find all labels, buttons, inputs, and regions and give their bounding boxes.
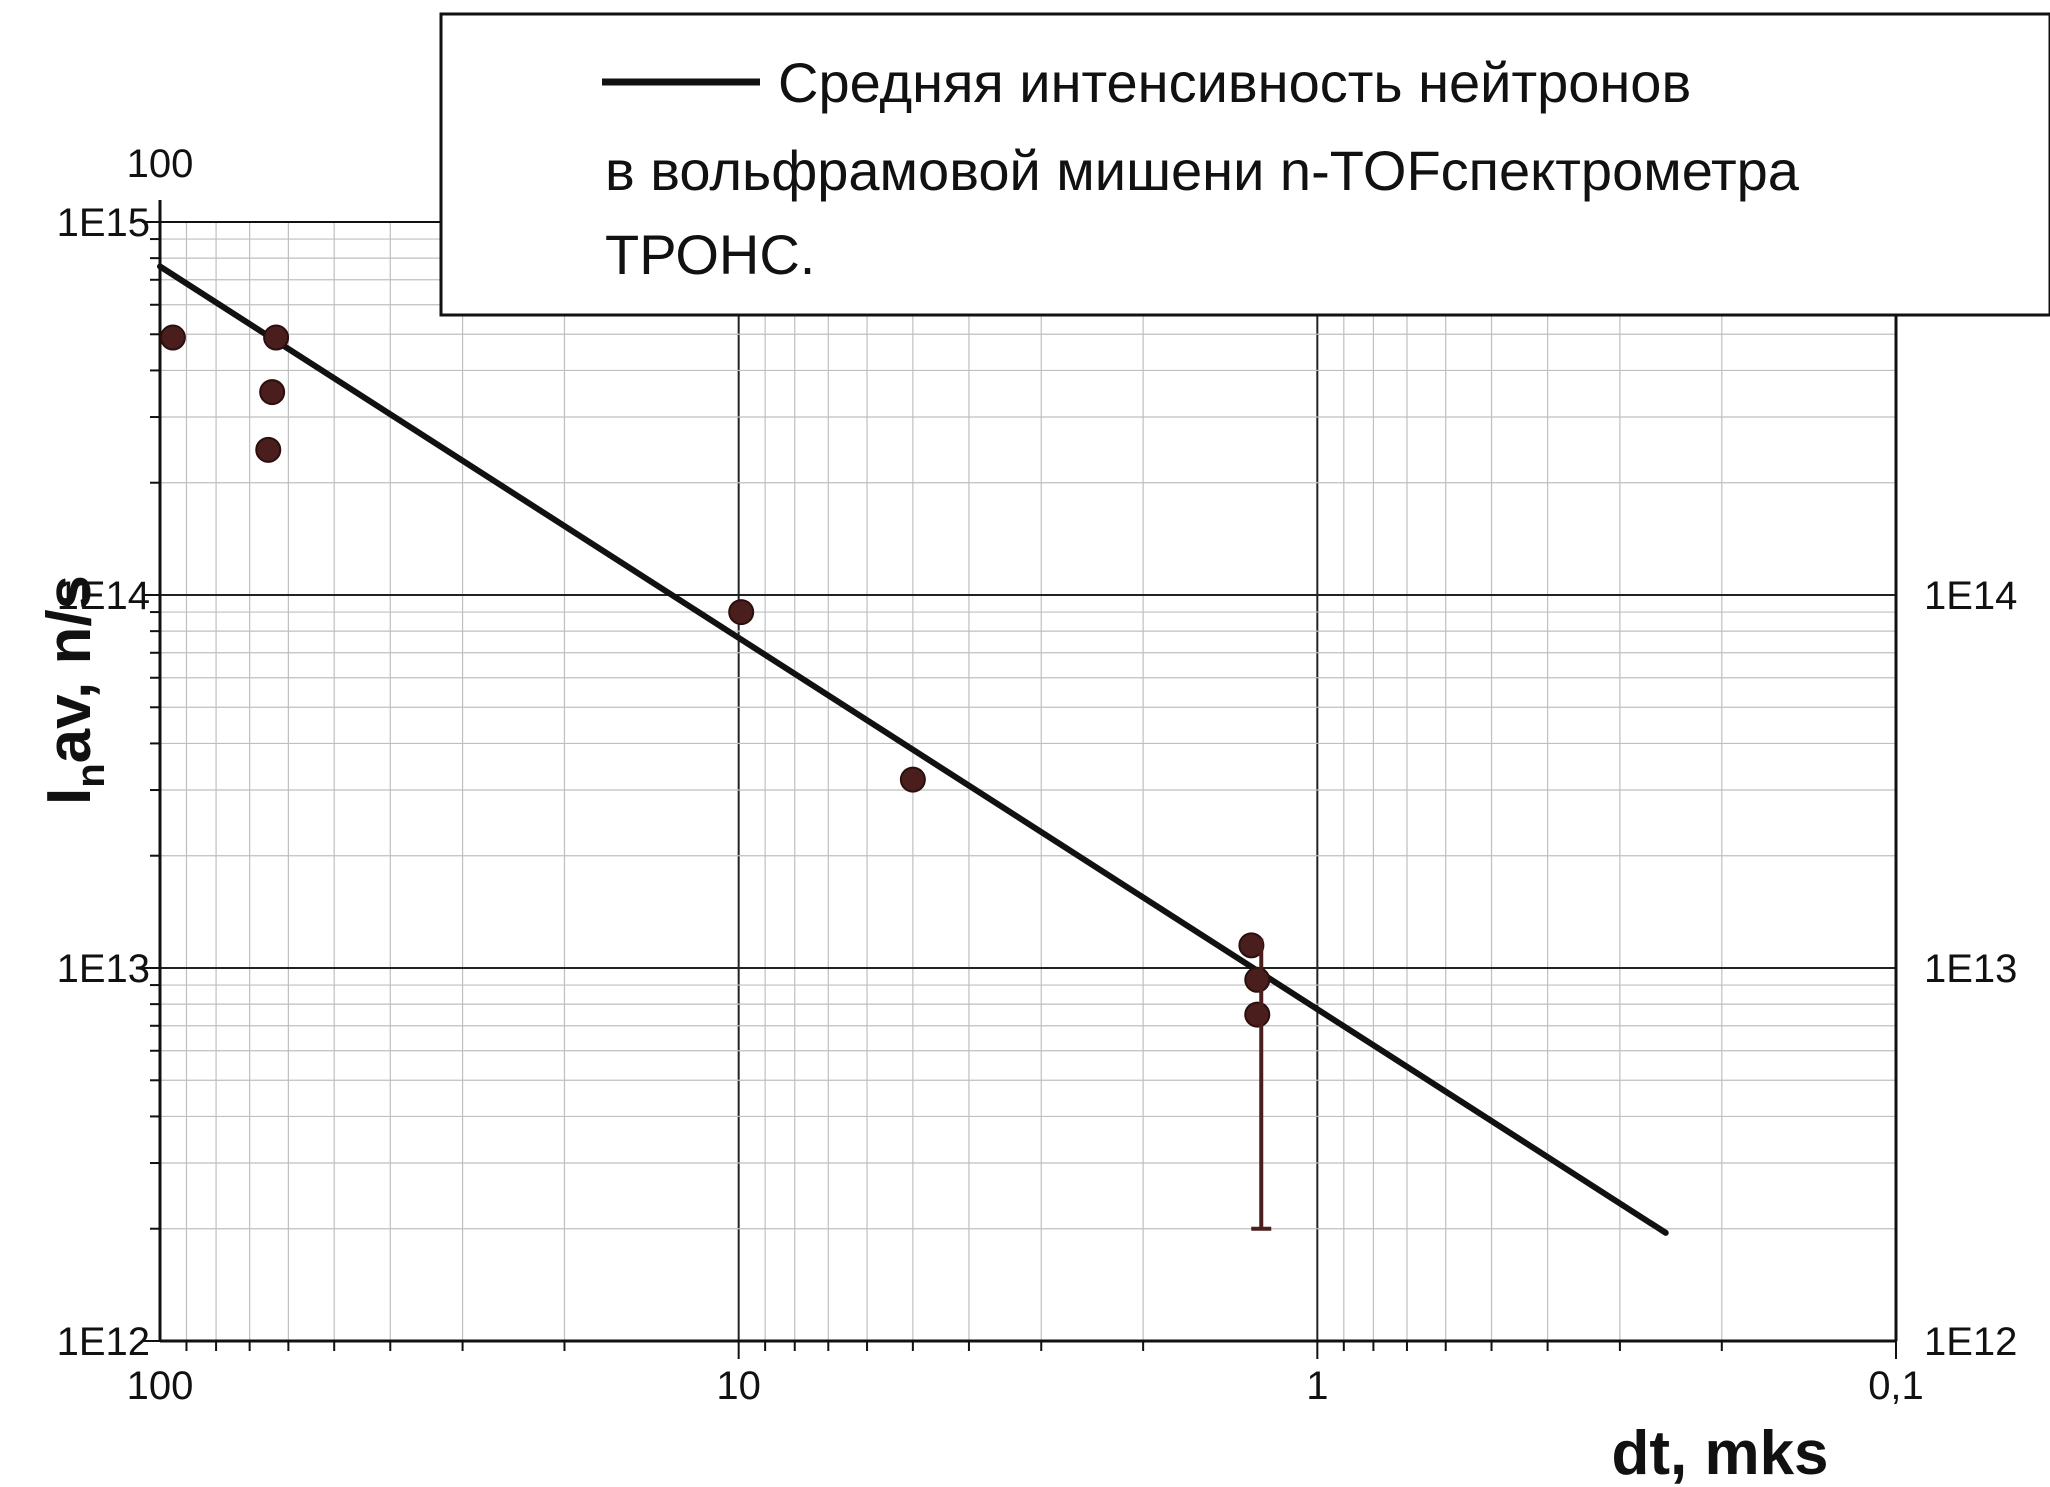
- y-axis-title-rest: av, n/s: [35, 575, 104, 763]
- legend-text-line-3: ТРОНС.: [605, 223, 815, 286]
- y-tick-label-right: 1E13: [1924, 947, 2017, 991]
- y-tick-label-right: 1E14: [1924, 574, 2017, 618]
- y-tick-label-left: 1E14: [57, 574, 150, 618]
- x-tick-label: 10: [716, 1364, 761, 1408]
- x-tick-label: 0,1: [1868, 1364, 1924, 1408]
- x-tick-label: 100: [127, 1364, 194, 1408]
- data-point: [728, 599, 755, 626]
- trend-line: [157, 263, 1669, 1236]
- data-point: [1244, 1001, 1271, 1028]
- y-axis-title-main: I: [35, 788, 104, 805]
- data-point: [899, 766, 926, 793]
- data-point: [255, 436, 282, 463]
- grid: [160, 222, 1897, 1342]
- y-axis-title: Inav, n/s: [35, 575, 113, 805]
- data-point: [159, 324, 186, 351]
- x-axis-title: dt, mks: [1611, 1419, 1828, 1487]
- y-axis-title-sub: n: [69, 763, 113, 787]
- x-tick-label: 1: [1306, 1364, 1328, 1408]
- tick-labels: 100 10 1 0,1 1E15 1E14 1E13 1E12 1E14 1E13 1E12: [57, 201, 2018, 1408]
- y-tick-label-right: 1E12: [1924, 1320, 2017, 1364]
- axes: [142, 200, 1898, 1359]
- legend-text-line-2: в вольфрамовой мишени n-TOFспектрометра: [605, 139, 1800, 202]
- data-point: [259, 379, 286, 406]
- svg-text:Inav, n/s: Inav, n/s: [35, 575, 113, 805]
- data-marks: [157, 263, 1669, 1236]
- data-point: [1244, 966, 1271, 993]
- y-tick-label-left: 1E12: [57, 1320, 150, 1364]
- legend-box: [439, 12, 2050, 317]
- legend-text-line-1: Средняя интенсивность нейтронов: [778, 51, 1691, 114]
- data-point: [1238, 932, 1265, 959]
- legend: Средняя интенсивность нейтронов в вольфр…: [439, 12, 2050, 317]
- x-top-label: 100: [127, 142, 194, 186]
- y-tick-label-left: 1E15: [57, 201, 150, 245]
- y-tick-label-left: 1E13: [57, 947, 150, 991]
- data-point: [263, 324, 290, 351]
